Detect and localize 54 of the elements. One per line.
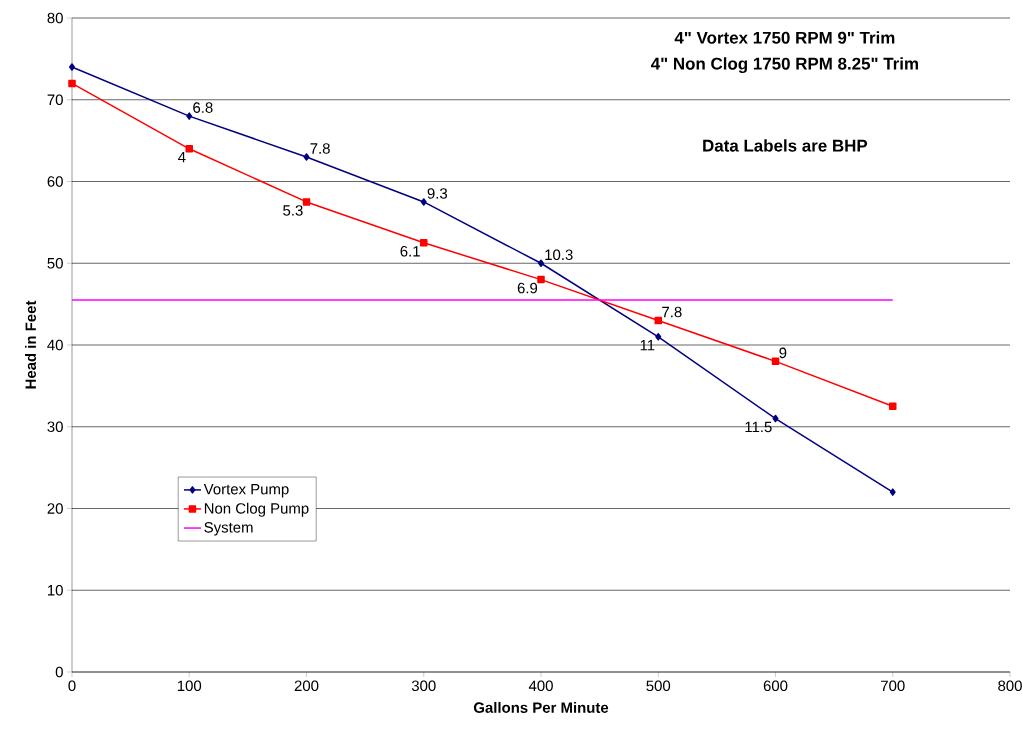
annotation: 6.1 xyxy=(400,246,420,257)
point xyxy=(185,145,193,153)
point xyxy=(772,414,779,423)
annotation: 9.3 xyxy=(427,188,448,199)
annotation: 6.8 xyxy=(193,102,213,113)
annotation: 11 xyxy=(640,340,655,351)
x-tick-label: 700 xyxy=(881,680,905,692)
point xyxy=(654,316,663,325)
x-tick-label: 600 xyxy=(763,680,788,692)
y-tick-label: 20 xyxy=(47,503,63,514)
annotation: 9 xyxy=(779,347,787,359)
annotation: 4" Vortex 1750 RPM 9" Trim xyxy=(674,31,895,44)
point xyxy=(302,198,311,206)
point xyxy=(889,402,897,411)
point xyxy=(420,239,428,247)
x-tick-label: 100 xyxy=(177,680,202,692)
point xyxy=(186,112,193,120)
point xyxy=(655,333,662,341)
y-tick-label: 40 xyxy=(47,339,63,351)
legend-label: Non Clog Pump xyxy=(204,502,309,517)
point xyxy=(303,153,310,161)
y-tick-label: 10 xyxy=(48,584,63,596)
x-tick-label: 0 xyxy=(68,680,76,692)
point xyxy=(69,63,75,71)
point xyxy=(68,79,76,88)
x-tick-label: 500 xyxy=(646,680,671,692)
point xyxy=(420,198,427,206)
y-tick-label: 80 xyxy=(47,12,63,24)
annotation: 6.9 xyxy=(517,282,538,294)
legend-label: System xyxy=(204,522,253,536)
y-tick-label: 30 xyxy=(47,421,63,433)
y-tick-label: 50 xyxy=(47,257,63,269)
annotation: 10.3 xyxy=(545,249,573,261)
annotation: 7.8 xyxy=(310,143,330,154)
annotation: 5.3 xyxy=(283,205,303,216)
annotation: 7.8 xyxy=(662,306,682,318)
y-tick-label: 70 xyxy=(47,94,63,106)
x-tick-label: 300 xyxy=(411,680,436,692)
y-tick-label: 60 xyxy=(47,176,63,187)
annotation: Data Labels are BHP xyxy=(703,139,868,152)
point xyxy=(889,488,896,496)
annotation: 4 xyxy=(178,152,186,163)
annotation: 4" Non Clog 1750 RPM 8.25" Trim xyxy=(650,57,918,74)
annotation: 11.5 xyxy=(745,421,772,433)
x-tick-label: 400 xyxy=(528,680,553,692)
x-axis-title: Gallons Per Minute xyxy=(473,701,609,713)
point xyxy=(538,259,544,267)
x-tick-label: 200 xyxy=(294,680,319,692)
point xyxy=(537,275,545,284)
y-tick-label: 0 xyxy=(55,666,63,678)
point xyxy=(771,357,780,366)
y-axis-title: Head in Feet xyxy=(25,300,37,389)
legend-label: Vortex Pump xyxy=(203,484,289,498)
x-tick-label: 800 xyxy=(998,680,1022,692)
